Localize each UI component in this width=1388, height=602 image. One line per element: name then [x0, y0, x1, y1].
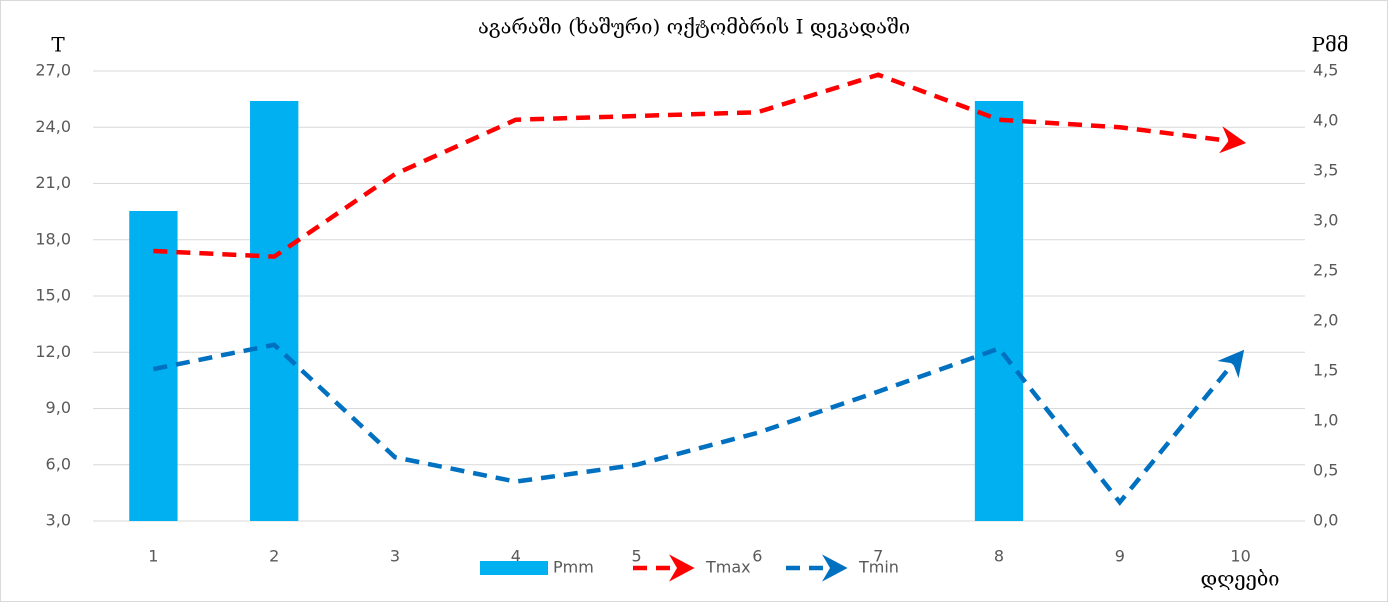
x-tick-label: 3 [390, 547, 400, 566]
bar [250, 101, 299, 521]
line-series [153, 72, 1247, 259]
y-tick-label: 12,0 [35, 342, 71, 361]
y2-tick-label: 3,5 [1313, 161, 1338, 180]
x-tick-label: 7 [873, 547, 883, 566]
x-axis-label: დღეები [1201, 567, 1280, 591]
y-tick-label: 3,0 [46, 511, 71, 530]
bar [129, 211, 178, 521]
y-tick-label: 15,0 [35, 286, 71, 305]
line-series [152, 342, 1245, 506]
bar [974, 101, 1024, 521]
y2-tick-label: 0,0 [1313, 511, 1338, 530]
y2-tick-label: 4,5 [1313, 61, 1338, 80]
legend-label: Pmm [553, 558, 594, 577]
y2-tick-label: 1,5 [1313, 361, 1338, 380]
chart-title: აგარაში (ხაშური) ოქტომბრის I დეკადაში [478, 15, 910, 39]
y-tick-label: 21,0 [35, 173, 71, 192]
y-tick-label: 9,0 [46, 398, 71, 417]
legend-label: Tmin [858, 558, 899, 577]
y2-tick-label: 0,5 [1313, 461, 1338, 480]
x-tick-label: 6 [752, 547, 762, 566]
y-axis-label: T [51, 33, 65, 57]
y2-tick-label: 1,0 [1313, 411, 1338, 430]
x-tick-label: 2 [269, 547, 279, 566]
y2-axis-label: Pმმ [1312, 33, 1349, 57]
legend-label: Tmax [705, 558, 751, 577]
y2-tick-label: 4,0 [1313, 111, 1338, 130]
x-tick-label: 1 [148, 547, 158, 566]
x-tick-label: 4 [511, 547, 521, 566]
y2-tick-label: 2,0 [1313, 311, 1338, 330]
x-tick-label: 9 [1115, 547, 1125, 566]
y-tick-label: 27,0 [35, 61, 71, 80]
y-tick-label: 18,0 [35, 229, 71, 248]
y-tick-label: 6,0 [46, 454, 71, 473]
y2-tick-label: 3,0 [1313, 211, 1338, 230]
y-tick-label: 24,0 [35, 117, 71, 136]
x-tick-label: 8 [994, 547, 1004, 566]
legend-swatch [480, 561, 548, 575]
y2-tick-label: 2,5 [1313, 261, 1338, 280]
x-tick-label: 5 [632, 547, 642, 566]
x-tick-label: 10 [1230, 547, 1250, 566]
